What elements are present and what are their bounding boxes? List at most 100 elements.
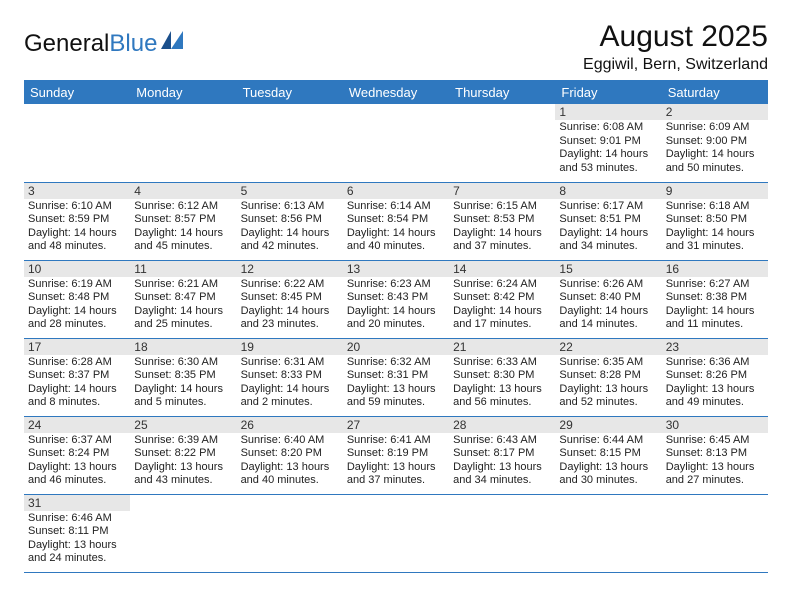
day-details: Sunrise: 6:39 AMSunset: 8:22 PMDaylight:…: [130, 433, 236, 491]
calendar-cell: 25Sunrise: 6:39 AMSunset: 8:22 PMDayligh…: [130, 416, 236, 494]
day-number: 28: [449, 417, 555, 433]
day-number: 12: [237, 261, 343, 277]
calendar-cell: [343, 494, 449, 572]
calendar-cell: [555, 494, 661, 572]
calendar-cell: 11Sunrise: 6:21 AMSunset: 8:47 PMDayligh…: [130, 260, 236, 338]
day-number: 16: [662, 261, 768, 277]
day-details: Sunrise: 6:46 AMSunset: 8:11 PMDaylight:…: [24, 511, 130, 569]
calendar-cell: 26Sunrise: 6:40 AMSunset: 8:20 PMDayligh…: [237, 416, 343, 494]
day-details: Sunrise: 6:23 AMSunset: 8:43 PMDaylight:…: [343, 277, 449, 335]
calendar-cell: 1Sunrise: 6:08 AMSunset: 9:01 PMDaylight…: [555, 104, 661, 182]
location: Eggiwil, Bern, Switzerland: [583, 56, 768, 74]
calendar-cell: 6Sunrise: 6:14 AMSunset: 8:54 PMDaylight…: [343, 182, 449, 260]
day-number: 10: [24, 261, 130, 277]
day-number: 29: [555, 417, 661, 433]
calendar-cell: [24, 104, 130, 182]
day-details: Sunrise: 6:44 AMSunset: 8:15 PMDaylight:…: [555, 433, 661, 491]
day-number: 26: [237, 417, 343, 433]
calendar-cell: 7Sunrise: 6:15 AMSunset: 8:53 PMDaylight…: [449, 182, 555, 260]
calendar-cell: 24Sunrise: 6:37 AMSunset: 8:24 PMDayligh…: [24, 416, 130, 494]
calendar-cell: 13Sunrise: 6:23 AMSunset: 8:43 PMDayligh…: [343, 260, 449, 338]
day-number: 7: [449, 183, 555, 199]
weekday-header: Tuesday: [237, 81, 343, 104]
calendar-cell: 9Sunrise: 6:18 AMSunset: 8:50 PMDaylight…: [662, 182, 768, 260]
day-number: 30: [662, 417, 768, 433]
calendar-cell: 14Sunrise: 6:24 AMSunset: 8:42 PMDayligh…: [449, 260, 555, 338]
calendar-cell: [662, 494, 768, 572]
calendar-cell: 21Sunrise: 6:33 AMSunset: 8:30 PMDayligh…: [449, 338, 555, 416]
calendar-cell: [449, 104, 555, 182]
day-details: Sunrise: 6:27 AMSunset: 8:38 PMDaylight:…: [662, 277, 768, 335]
day-details: Sunrise: 6:21 AMSunset: 8:47 PMDaylight:…: [130, 277, 236, 335]
day-number: 23: [662, 339, 768, 355]
calendar-cell: 12Sunrise: 6:22 AMSunset: 8:45 PMDayligh…: [237, 260, 343, 338]
weekday-header: Saturday: [662, 81, 768, 104]
day-number: 22: [555, 339, 661, 355]
calendar-cell: 4Sunrise: 6:12 AMSunset: 8:57 PMDaylight…: [130, 182, 236, 260]
day-number: 3: [24, 183, 130, 199]
weekday-header: Monday: [130, 81, 236, 104]
calendar-cell: 27Sunrise: 6:41 AMSunset: 8:19 PMDayligh…: [343, 416, 449, 494]
day-number: 13: [343, 261, 449, 277]
day-number: 6: [343, 183, 449, 199]
day-details: Sunrise: 6:30 AMSunset: 8:35 PMDaylight:…: [130, 355, 236, 413]
calendar-cell: 31Sunrise: 6:46 AMSunset: 8:11 PMDayligh…: [24, 494, 130, 572]
calendar-cell: 16Sunrise: 6:27 AMSunset: 8:38 PMDayligh…: [662, 260, 768, 338]
calendar-cell: 20Sunrise: 6:32 AMSunset: 8:31 PMDayligh…: [343, 338, 449, 416]
logo: GeneralBlue: [24, 30, 189, 58]
calendar-cell: [343, 104, 449, 182]
day-details: Sunrise: 6:36 AMSunset: 8:26 PMDaylight:…: [662, 355, 768, 413]
day-number: 11: [130, 261, 236, 277]
day-details: Sunrise: 6:26 AMSunset: 8:40 PMDaylight:…: [555, 277, 661, 335]
day-details: Sunrise: 6:22 AMSunset: 8:45 PMDaylight:…: [237, 277, 343, 335]
weekday-header: Wednesday: [343, 81, 449, 104]
day-number: 1: [555, 104, 661, 120]
day-number: 19: [237, 339, 343, 355]
calendar-cell: 10Sunrise: 6:19 AMSunset: 8:48 PMDayligh…: [24, 260, 130, 338]
day-details: Sunrise: 6:45 AMSunset: 8:13 PMDaylight:…: [662, 433, 768, 491]
weekday-header: Thursday: [449, 81, 555, 104]
day-details: Sunrise: 6:37 AMSunset: 8:24 PMDaylight:…: [24, 433, 130, 491]
calendar-cell: 2Sunrise: 6:09 AMSunset: 9:00 PMDaylight…: [662, 104, 768, 182]
calendar-cell: [237, 104, 343, 182]
day-details: Sunrise: 6:10 AMSunset: 8:59 PMDaylight:…: [24, 199, 130, 257]
day-details: Sunrise: 6:15 AMSunset: 8:53 PMDaylight:…: [449, 199, 555, 257]
calendar-table: SundayMondayTuesdayWednesdayThursdayFrid…: [24, 81, 768, 573]
calendar-cell: 30Sunrise: 6:45 AMSunset: 8:13 PMDayligh…: [662, 416, 768, 494]
day-details: Sunrise: 6:17 AMSunset: 8:51 PMDaylight:…: [555, 199, 661, 257]
day-number: 15: [555, 261, 661, 277]
day-details: Sunrise: 6:09 AMSunset: 9:00 PMDaylight:…: [662, 120, 768, 178]
day-details: Sunrise: 6:40 AMSunset: 8:20 PMDaylight:…: [237, 433, 343, 491]
day-number: 20: [343, 339, 449, 355]
weekday-header: Sunday: [24, 81, 130, 104]
day-number: 17: [24, 339, 130, 355]
day-details: Sunrise: 6:12 AMSunset: 8:57 PMDaylight:…: [130, 199, 236, 257]
day-details: Sunrise: 6:08 AMSunset: 9:01 PMDaylight:…: [555, 120, 661, 178]
weekday-header: Friday: [555, 81, 661, 104]
calendar-cell: [237, 494, 343, 572]
day-number: 31: [24, 495, 130, 511]
day-number: 18: [130, 339, 236, 355]
day-details: Sunrise: 6:18 AMSunset: 8:50 PMDaylight:…: [662, 199, 768, 257]
logo-text-2: Blue: [109, 30, 157, 58]
logo-icon: [161, 31, 189, 49]
month-title: August 2025: [583, 20, 768, 54]
calendar-cell: 8Sunrise: 6:17 AMSunset: 8:51 PMDaylight…: [555, 182, 661, 260]
calendar-cell: 19Sunrise: 6:31 AMSunset: 8:33 PMDayligh…: [237, 338, 343, 416]
day-details: Sunrise: 6:14 AMSunset: 8:54 PMDaylight:…: [343, 199, 449, 257]
calendar-cell: 17Sunrise: 6:28 AMSunset: 8:37 PMDayligh…: [24, 338, 130, 416]
day-number: 8: [555, 183, 661, 199]
day-number: 24: [24, 417, 130, 433]
day-number: 21: [449, 339, 555, 355]
calendar-cell: 3Sunrise: 6:10 AMSunset: 8:59 PMDaylight…: [24, 182, 130, 260]
day-details: Sunrise: 6:35 AMSunset: 8:28 PMDaylight:…: [555, 355, 661, 413]
day-details: Sunrise: 6:41 AMSunset: 8:19 PMDaylight:…: [343, 433, 449, 491]
day-details: Sunrise: 6:31 AMSunset: 8:33 PMDaylight:…: [237, 355, 343, 413]
day-number: 2: [662, 104, 768, 120]
day-number: 14: [449, 261, 555, 277]
calendar-cell: 23Sunrise: 6:36 AMSunset: 8:26 PMDayligh…: [662, 338, 768, 416]
day-details: Sunrise: 6:32 AMSunset: 8:31 PMDaylight:…: [343, 355, 449, 413]
calendar-cell: 15Sunrise: 6:26 AMSunset: 8:40 PMDayligh…: [555, 260, 661, 338]
calendar-cell: 29Sunrise: 6:44 AMSunset: 8:15 PMDayligh…: [555, 416, 661, 494]
day-number: 5: [237, 183, 343, 199]
